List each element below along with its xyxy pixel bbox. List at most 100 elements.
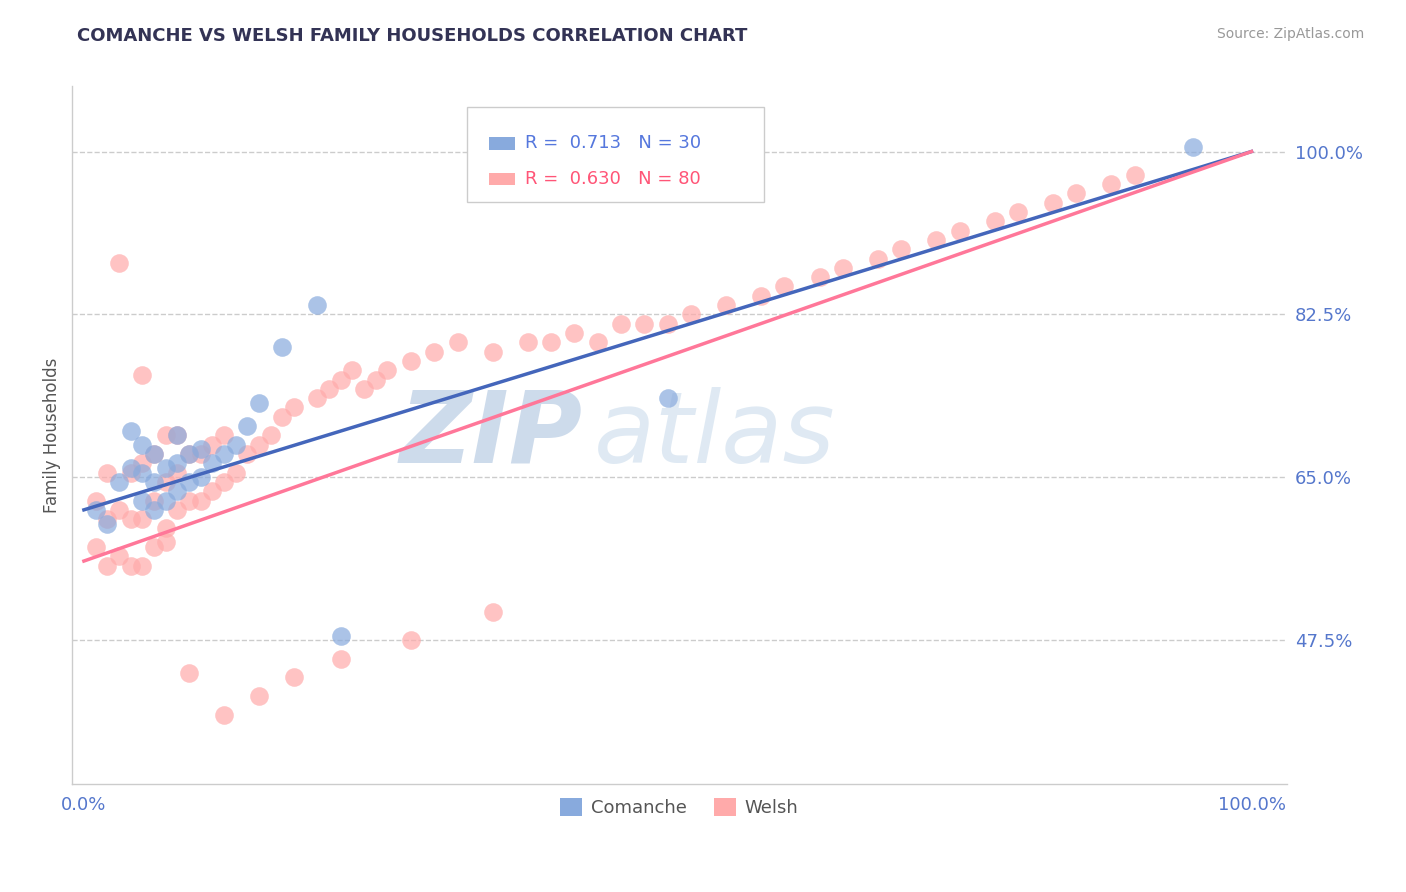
Point <box>190 470 212 484</box>
FancyBboxPatch shape <box>467 107 765 202</box>
Point <box>681 307 703 321</box>
Point <box>516 335 538 350</box>
Point <box>329 373 352 387</box>
Point <box>657 391 679 405</box>
Point <box>190 442 212 457</box>
Point <box>84 493 107 508</box>
Point <box>831 260 853 275</box>
Point <box>307 391 329 405</box>
Point <box>143 447 166 461</box>
Point <box>108 503 131 517</box>
Point <box>364 373 387 387</box>
Point <box>446 335 468 350</box>
Point <box>96 558 118 573</box>
Point <box>247 689 270 703</box>
Point <box>143 540 166 554</box>
Point <box>120 512 142 526</box>
Point <box>271 340 294 354</box>
Point <box>96 512 118 526</box>
Point <box>481 344 503 359</box>
Point <box>271 409 294 424</box>
Point <box>166 484 188 499</box>
Text: ZIP: ZIP <box>399 387 582 483</box>
Point <box>399 354 422 368</box>
Bar <box>489 137 516 150</box>
Point <box>562 326 585 340</box>
Point <box>307 298 329 312</box>
Point <box>212 707 235 722</box>
Point <box>108 256 131 270</box>
Text: R =  0.713   N = 30: R = 0.713 N = 30 <box>526 134 702 153</box>
Legend: Comanche, Welsh: Comanche, Welsh <box>553 790 806 824</box>
Point <box>866 252 889 266</box>
Point <box>329 628 352 642</box>
Point <box>1123 168 1146 182</box>
Text: R =  0.630   N = 80: R = 0.630 N = 80 <box>526 169 702 187</box>
Point <box>120 461 142 475</box>
Point <box>657 317 679 331</box>
Point <box>108 475 131 489</box>
Point <box>949 224 972 238</box>
Point <box>283 401 305 415</box>
Point <box>143 503 166 517</box>
Point <box>155 475 177 489</box>
Point <box>155 535 177 549</box>
Point <box>342 363 364 377</box>
Point <box>177 493 200 508</box>
Point <box>131 558 153 573</box>
Point <box>96 466 118 480</box>
Point <box>155 493 177 508</box>
Y-axis label: Family Households: Family Households <box>44 358 60 513</box>
Bar <box>489 173 516 185</box>
Point <box>143 447 166 461</box>
Point <box>1182 140 1205 154</box>
Point <box>120 558 142 573</box>
Point <box>201 456 224 470</box>
Text: Source: ZipAtlas.com: Source: ZipAtlas.com <box>1216 27 1364 41</box>
Point <box>247 396 270 410</box>
Point <box>773 279 796 293</box>
Point <box>131 512 153 526</box>
Point <box>318 382 340 396</box>
Point <box>212 428 235 442</box>
Point <box>201 484 224 499</box>
Point <box>166 456 188 470</box>
Point <box>749 289 772 303</box>
Point <box>143 475 166 489</box>
Point <box>131 368 153 382</box>
Point <box>155 428 177 442</box>
Point <box>131 438 153 452</box>
Point <box>177 447 200 461</box>
Point <box>212 475 235 489</box>
Point <box>1042 195 1064 210</box>
Point <box>1099 177 1122 191</box>
Point <box>983 214 1005 228</box>
Point <box>96 516 118 531</box>
Point <box>329 652 352 666</box>
Point <box>353 382 375 396</box>
Point <box>925 233 948 247</box>
Point <box>131 493 153 508</box>
Point <box>166 466 188 480</box>
Point <box>586 335 609 350</box>
Point <box>225 466 247 480</box>
Point <box>225 438 247 452</box>
Point <box>155 461 177 475</box>
Text: atlas: atlas <box>595 387 837 483</box>
Point <box>190 493 212 508</box>
Point <box>377 363 399 377</box>
Point <box>610 317 633 331</box>
Point <box>714 298 737 312</box>
Point <box>84 503 107 517</box>
Point <box>84 540 107 554</box>
Point <box>540 335 562 350</box>
Point <box>120 466 142 480</box>
Point <box>131 456 153 470</box>
Point <box>890 242 912 256</box>
Point <box>166 428 188 442</box>
Point <box>247 438 270 452</box>
Point <box>1007 205 1029 219</box>
Point <box>283 670 305 684</box>
Point <box>177 475 200 489</box>
Point <box>808 270 831 285</box>
